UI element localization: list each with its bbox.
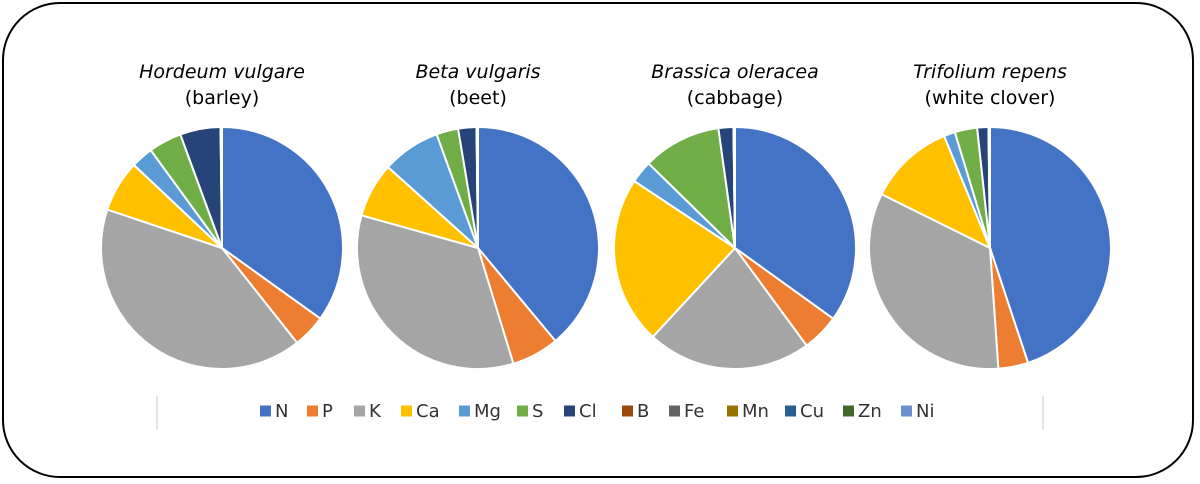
legend-label: N (275, 401, 288, 422)
legend-item-cl: Cl (564, 401, 597, 422)
legend-swatch (307, 405, 318, 417)
legend-swatch (727, 405, 738, 417)
pie-slice-n (989, 126, 1112, 364)
legend-swatch (401, 405, 412, 417)
legend-label: Mg (474, 401, 501, 422)
pie-1: Beta vulgaris (beet) (356, 61, 600, 370)
legend-label: Mn (742, 401, 769, 422)
legend-item-ni: Ni (901, 401, 934, 422)
legend-item-zn: Zn (843, 401, 882, 422)
pie-title-common: (white clover) (925, 87, 1056, 109)
legend-swatch (843, 405, 854, 417)
legend-label: Zn (858, 401, 882, 422)
legend-swatch (354, 405, 365, 417)
legend-swatch (260, 405, 271, 417)
legend-swatch (459, 405, 470, 417)
legend-swatch (669, 405, 680, 417)
legend-label: K (369, 401, 382, 422)
legend-label: Ca (416, 401, 440, 422)
pie-3: Trifolium repens (white clover) (868, 61, 1112, 370)
legend-item-ca: Ca (401, 401, 440, 422)
legend-label: Fe (684, 401, 704, 422)
legend-label: P (322, 401, 333, 422)
legend-label: B (637, 401, 649, 422)
legend-item-fe: Fe (669, 401, 704, 422)
legend-item-mg: Mg (459, 401, 501, 422)
pie-title-common: (cabbage) (687, 87, 783, 109)
legend-item-b: B (622, 401, 649, 422)
legend-label: S (532, 401, 543, 422)
legend-label: Cu (800, 401, 824, 422)
legend-label: Cl (579, 401, 597, 422)
legend-item-n: N (260, 401, 288, 422)
pie-title-species: Hordeum vulgare (139, 61, 305, 83)
pie-slice-s (647, 127, 736, 249)
pie-slice-n (477, 126, 600, 342)
legend-swatch (785, 405, 796, 417)
legend-item-s: S (517, 401, 543, 422)
pie-title-species: Beta vulgaris (415, 61, 540, 83)
legend-label: Ni (916, 401, 934, 422)
pie-slice-k (651, 247, 808, 370)
pie-title-common: (barley) (185, 87, 260, 109)
legend: N P K Ca Mg S Cl B Fe Mn Cu Zn Ni (156, 396, 1044, 430)
legend-swatch (517, 405, 528, 417)
legend-swatch (901, 405, 912, 417)
pies-layer: Hordeum vulgare (barley) Beta vulgaris (bee… (100, 61, 1112, 371)
pie-slice-ca (613, 180, 736, 338)
pie-slice-k (100, 208, 299, 371)
legend-swatch (564, 405, 575, 417)
pie-slice-ca (880, 135, 991, 249)
pie-slice-n (734, 126, 857, 320)
pie-slice-n (221, 126, 344, 320)
pie-2: Brassica oleracea (cabbage) (613, 61, 857, 370)
legend-item-p: P (307, 401, 333, 422)
pie-title-species: Trifolium repens (913, 61, 1067, 83)
pie-title-species: Brassica oleracea (651, 61, 819, 83)
legend-swatch (622, 405, 633, 417)
pie-0: Hordeum vulgare (barley) (100, 61, 344, 371)
pie-slice-k (868, 193, 1000, 370)
legend-item-mn: Mn (727, 401, 769, 422)
legend-item-k: K (354, 401, 382, 422)
pie-slice-k (356, 214, 515, 370)
legend-item-cu: Cu (785, 401, 824, 422)
pie-title-common: (beet) (449, 87, 507, 109)
